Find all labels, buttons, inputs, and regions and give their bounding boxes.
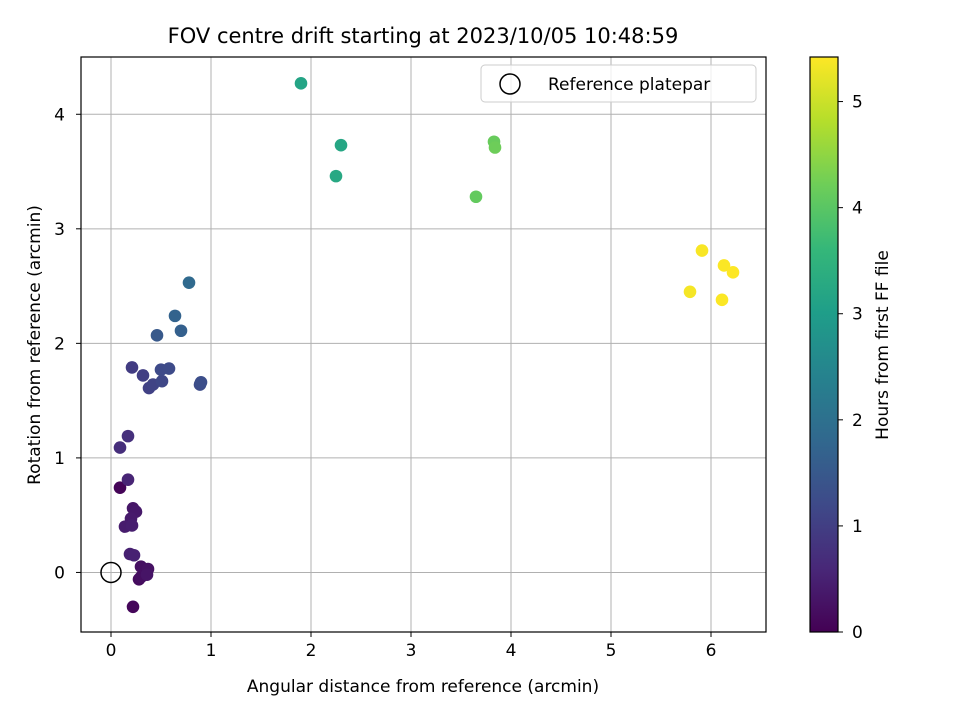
grid-lines (81, 57, 766, 632)
data-point (726, 266, 740, 279)
data-point (125, 519, 139, 532)
x-tick-label: 6 (706, 641, 717, 661)
data-point (488, 141, 502, 154)
data-point (113, 441, 127, 454)
y-axis-ticks: 0 1 2 3 4 (54, 105, 81, 583)
y-tick-label: 1 (54, 449, 65, 469)
data-point (127, 548, 141, 562)
x-tick-label: 4 (506, 641, 517, 661)
colorbar: 0 1 2 3 4 5 Hours from first FF file (809, 56, 893, 643)
legend-open-circle-icon (499, 73, 521, 95)
data-points (113, 77, 740, 614)
data-point (113, 481, 127, 494)
data-point (136, 369, 150, 382)
colorbar-tick-label: 0 (852, 623, 863, 643)
data-point (329, 169, 343, 183)
data-point (125, 361, 139, 374)
y-tick-label: 2 (54, 334, 65, 354)
data-point (126, 600, 140, 614)
data-point (469, 190, 483, 204)
data-point (155, 374, 169, 388)
data-point (174, 324, 188, 338)
colorbar-label: Hours from first FF file (873, 250, 893, 440)
colorbar-ticks: 0 1 2 3 4 5 (838, 93, 863, 643)
colorbar-tick-label: 3 (852, 305, 863, 325)
y-tick-label: 3 (54, 220, 65, 240)
x-tick-label: 1 (206, 641, 217, 661)
colorbar-tick-label: 2 (852, 411, 863, 431)
reference-platepar-marker (100, 561, 122, 584)
colorbar-frame (809, 56, 839, 633)
data-point (182, 276, 196, 289)
y-tick-label: 4 (54, 105, 65, 125)
data-point (121, 473, 135, 486)
data-point (162, 362, 176, 375)
data-point (140, 568, 154, 582)
chart-title: FOV centre drift starting at 2023/10/05 … (168, 24, 679, 48)
data-point (334, 138, 348, 152)
data-point (695, 244, 709, 257)
x-axis-ticks: 0 1 2 3 4 5 6 (106, 632, 717, 661)
colorbar-tick-label: 5 (852, 93, 863, 113)
y-axis-label: Rotation from reference (arcmin) (25, 205, 45, 485)
x-tick-label: 0 (106, 641, 117, 661)
colorbar-tick-label: 1 (852, 517, 863, 537)
legend: Reference platepar (480, 64, 757, 103)
colorbar-gradient (810, 57, 838, 632)
legend-box (480, 64, 757, 103)
data-point (717, 259, 731, 272)
x-axis-label: Angular distance from reference (arcmin) (247, 677, 599, 697)
data-point (168, 309, 182, 323)
data-point (683, 285, 697, 299)
y-tick-label: 0 (54, 563, 65, 583)
legend-label: Reference platepar (548, 75, 710, 95)
colorbar-tick-label: 4 (852, 199, 863, 219)
plot-area: 0 1 2 3 4 5 6 0 1 2 3 4 (54, 56, 767, 661)
x-tick-label: 3 (406, 641, 417, 661)
data-point (121, 429, 135, 443)
x-tick-label: 5 (606, 641, 617, 661)
x-tick-label: 2 (306, 641, 317, 661)
data-point (715, 293, 729, 307)
data-point (194, 375, 208, 389)
data-point (150, 329, 164, 342)
data-point (294, 77, 308, 90)
plot-frame (80, 56, 767, 633)
